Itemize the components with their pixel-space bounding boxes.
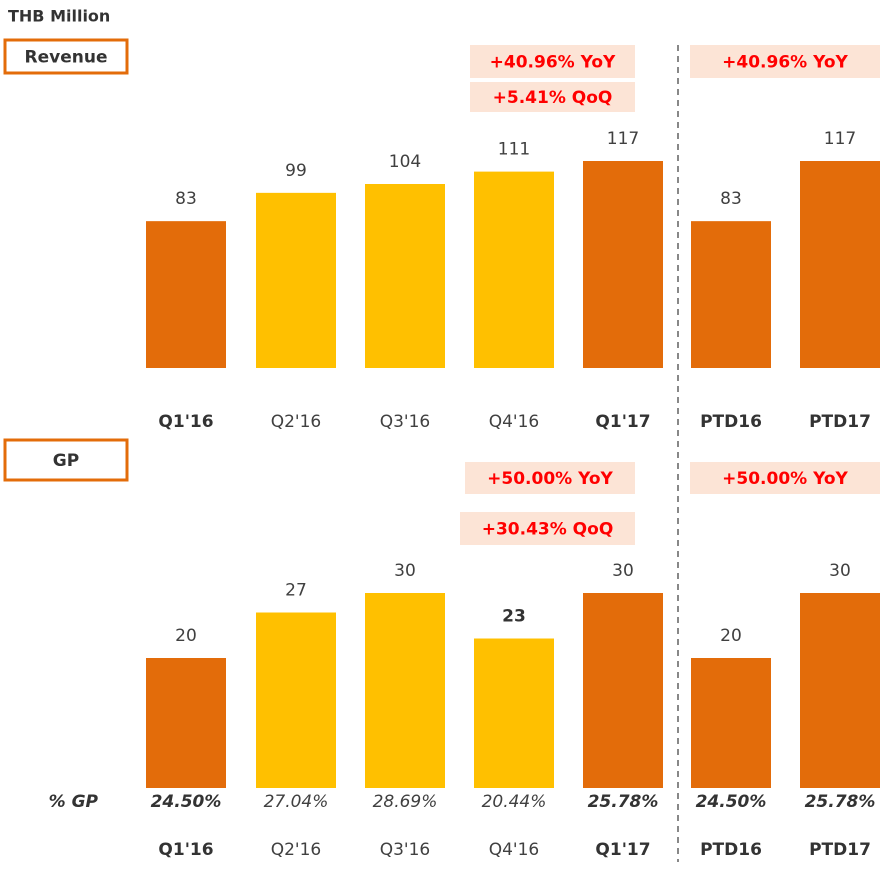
bar: [146, 658, 226, 788]
gp-margin: 20.44%: [482, 792, 547, 812]
x-tick-label: Q4'16: [489, 840, 540, 860]
bar: [256, 192, 336, 368]
value-label: 117: [607, 129, 639, 149]
value-label: 27: [285, 581, 307, 601]
bar: [474, 638, 554, 788]
value-label: 83: [720, 189, 742, 209]
value-label: 30: [829, 561, 851, 581]
x-tick-label: Q1'16: [158, 412, 213, 432]
x-tick-label: Q4'16: [489, 412, 540, 432]
section-title: Revenue: [25, 48, 108, 68]
bar: [800, 161, 880, 368]
bar: [800, 593, 880, 788]
value-label: 83: [175, 189, 197, 209]
gp-margin: 28.69%: [373, 792, 438, 812]
x-tick-label: PTD16: [700, 412, 762, 432]
value-label: 104: [389, 152, 421, 172]
section-title: GP: [53, 451, 79, 471]
annotation-bg: [465, 462, 635, 494]
x-tick-label: Q1'17: [595, 840, 650, 860]
x-tick-label: Q2'16: [271, 840, 322, 860]
x-tick-label: Q2'16: [271, 412, 322, 432]
annotation: +50.00% YoY: [722, 469, 848, 489]
gp-margin-label: % GP: [49, 792, 99, 812]
value-label: 99: [285, 161, 307, 181]
bar: [365, 593, 445, 788]
value-label: 23: [502, 607, 526, 627]
annotation-bg: [690, 462, 880, 494]
bar: [474, 171, 554, 368]
bar: [256, 612, 336, 788]
annotation-bg: [460, 512, 635, 545]
annotation: +5.41% QoQ: [493, 88, 613, 108]
unit-label: THB Million: [8, 7, 110, 26]
annotation-bg: [470, 82, 635, 112]
x-tick-label: Q1'16: [158, 840, 213, 860]
bar: [691, 658, 771, 788]
annotation: +50.00% YoY: [487, 469, 613, 489]
gp-margin: 24.50%: [696, 792, 767, 812]
annotation: +40.96% YoY: [490, 53, 616, 73]
x-tick-label: Q1'17: [595, 412, 650, 432]
bar: [146, 221, 226, 368]
section-box: [3, 438, 129, 482]
gp-margin: 24.50%: [151, 792, 222, 812]
value-label: 30: [394, 561, 416, 581]
value-label: 30: [612, 561, 634, 581]
gp-margin: 25.78%: [805, 792, 876, 812]
section-box: [3, 38, 129, 75]
gp-margin: 25.78%: [588, 792, 659, 812]
value-label: 20: [175, 626, 197, 646]
x-tick-label: PTD17: [809, 840, 871, 860]
value-label: 20: [720, 626, 742, 646]
annotation-bg: [690, 45, 880, 78]
annotation: +40.96% YoY: [722, 53, 848, 73]
gp-margin: 27.04%: [264, 792, 329, 812]
x-tick-label: PTD17: [809, 412, 871, 432]
bar: [583, 161, 663, 368]
bar: [583, 593, 663, 788]
x-tick-label: Q3'16: [380, 412, 431, 432]
x-tick-label: Q3'16: [380, 840, 431, 860]
annotation: +30.43% QoQ: [482, 520, 614, 540]
bar: [365, 184, 445, 368]
bar: [691, 221, 771, 368]
value-label: 117: [824, 129, 856, 149]
annotation-bg: [470, 45, 635, 78]
x-tick-label: PTD16: [700, 840, 762, 860]
value-label: 111: [498, 140, 530, 160]
